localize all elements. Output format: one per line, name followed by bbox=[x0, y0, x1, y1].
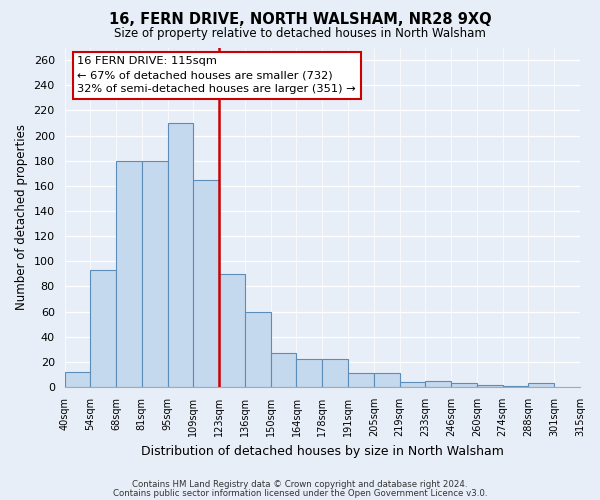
Bar bbox=[142, 160, 167, 387]
Bar bbox=[271, 353, 296, 387]
Bar bbox=[477, 384, 503, 387]
Text: Contains HM Land Registry data © Crown copyright and database right 2024.: Contains HM Land Registry data © Crown c… bbox=[132, 480, 468, 489]
Bar bbox=[91, 270, 116, 387]
Y-axis label: Number of detached properties: Number of detached properties bbox=[15, 124, 28, 310]
Bar bbox=[425, 381, 451, 387]
X-axis label: Distribution of detached houses by size in North Walsham: Distribution of detached houses by size … bbox=[141, 444, 504, 458]
Bar bbox=[529, 384, 554, 387]
Text: 16, FERN DRIVE, NORTH WALSHAM, NR28 9XQ: 16, FERN DRIVE, NORTH WALSHAM, NR28 9XQ bbox=[109, 12, 491, 28]
Bar bbox=[322, 360, 348, 387]
Bar bbox=[116, 160, 142, 387]
Bar bbox=[65, 372, 91, 387]
Bar bbox=[296, 360, 322, 387]
Bar bbox=[374, 373, 400, 387]
Bar bbox=[400, 382, 425, 387]
Bar bbox=[451, 384, 477, 387]
Bar bbox=[193, 180, 219, 387]
Text: 16 FERN DRIVE: 115sqm
← 67% of detached houses are smaller (732)
32% of semi-det: 16 FERN DRIVE: 115sqm ← 67% of detached … bbox=[77, 56, 356, 94]
Bar bbox=[503, 386, 529, 387]
Bar bbox=[348, 373, 374, 387]
Text: Size of property relative to detached houses in North Walsham: Size of property relative to detached ho… bbox=[114, 28, 486, 40]
Bar bbox=[167, 123, 193, 387]
Text: Contains public sector information licensed under the Open Government Licence v3: Contains public sector information licen… bbox=[113, 488, 487, 498]
Bar bbox=[219, 274, 245, 387]
Bar bbox=[245, 312, 271, 387]
